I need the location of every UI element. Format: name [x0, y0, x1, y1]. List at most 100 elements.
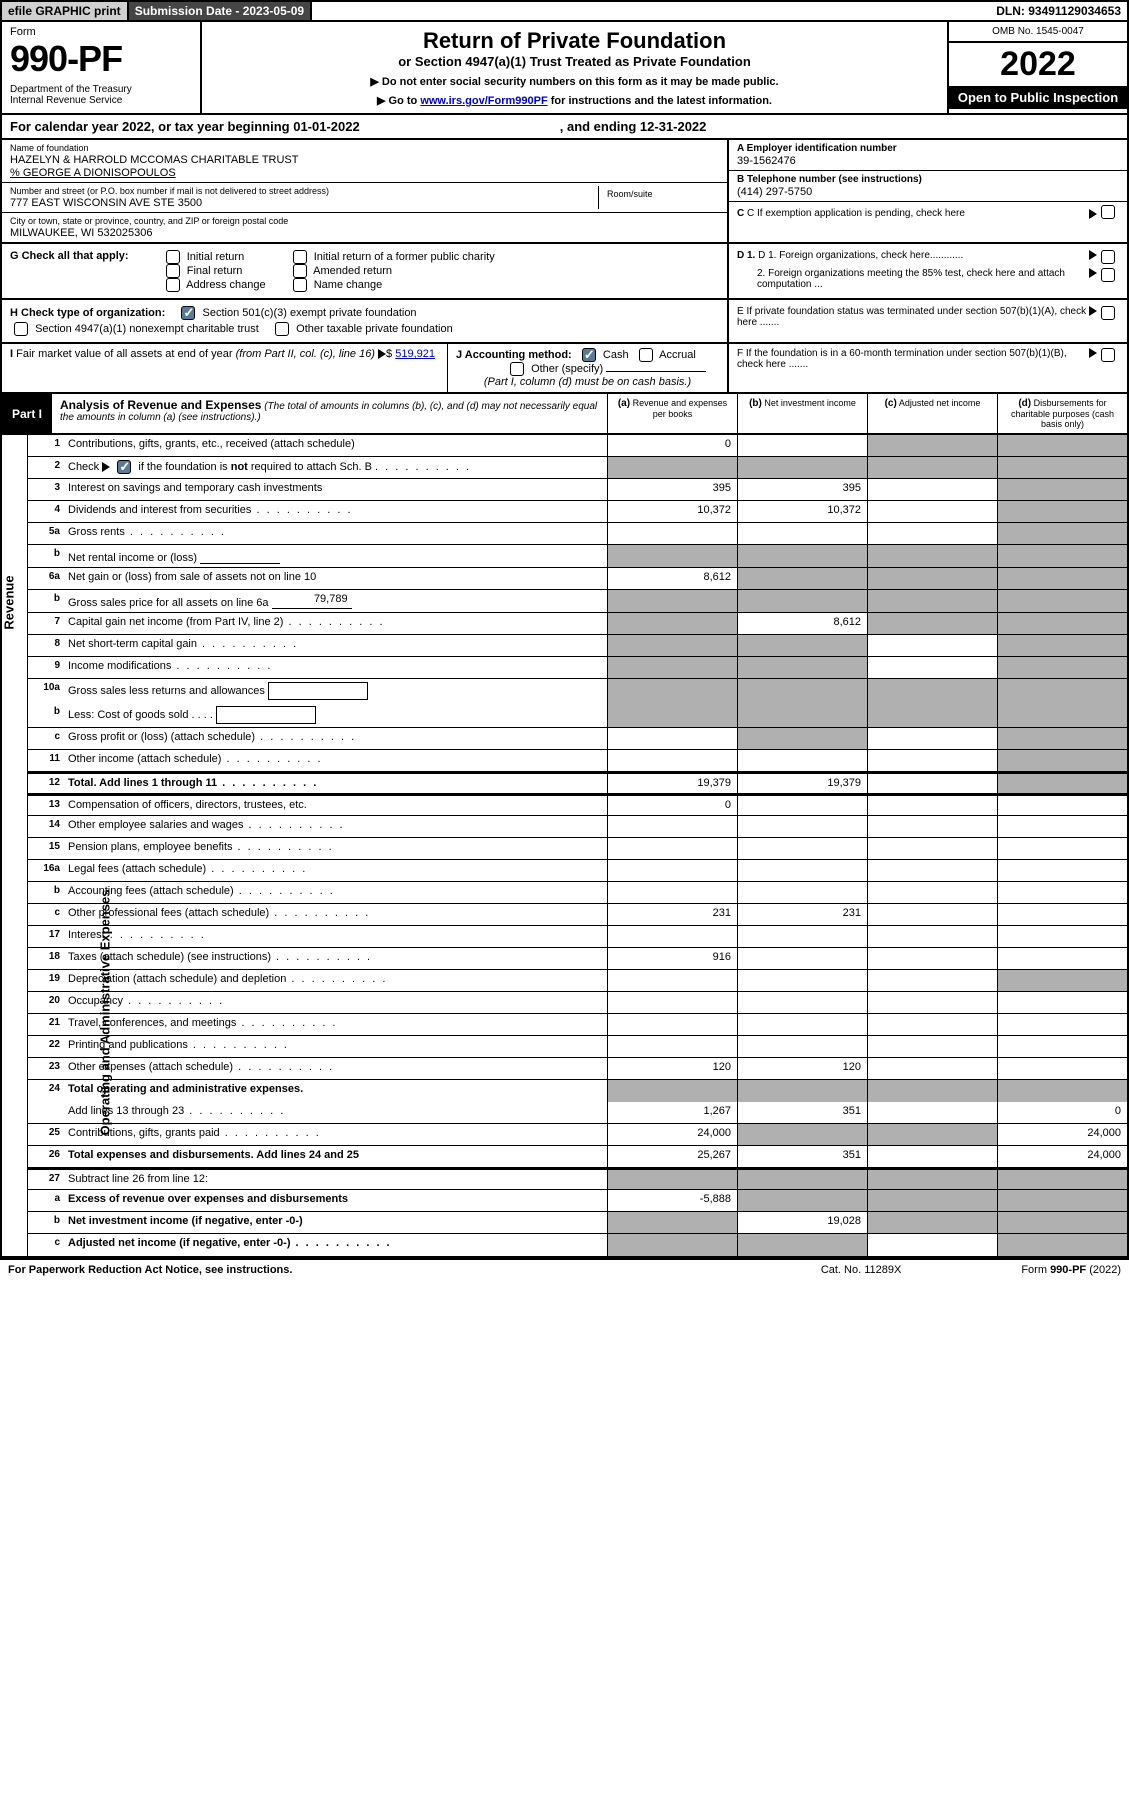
g-initial-return-checkbox[interactable] — [166, 250, 180, 264]
table-row: bNet rental income or (loss) — [28, 545, 1127, 568]
line-number: c — [28, 904, 64, 925]
ein-value: 39-1562476 — [737, 155, 1119, 167]
table-row: 7Capital gain net income (from Part IV, … — [28, 613, 1127, 635]
value-cell — [867, 590, 997, 612]
h-4947-checkbox[interactable] — [14, 322, 28, 336]
value-cell — [867, 479, 997, 500]
line-description: Travel, conferences, and meetings — [64, 1014, 607, 1035]
value-cell — [607, 657, 737, 678]
value-cell: 231 — [607, 904, 737, 925]
omb-number: OMB No. 1545-0047 — [949, 22, 1127, 43]
line-description: Interest on savings and temporary cash i… — [64, 479, 607, 500]
value-cell — [997, 1014, 1127, 1035]
d1-checkbox[interactable] — [1101, 250, 1115, 264]
line-number: b — [28, 703, 64, 727]
line-number: 11 — [28, 750, 64, 771]
value-cell: 916 — [607, 948, 737, 969]
value-cell — [997, 679, 1127, 703]
value-cell — [607, 635, 737, 656]
form-title: Return of Private Foundation — [222, 28, 927, 54]
j-note: (Part I, column (d) must be on cash basi… — [456, 376, 719, 388]
value-cell — [867, 657, 997, 678]
side-labels: Revenue Operating and Administrative Exp… — [2, 435, 28, 1256]
footer-left: For Paperwork Reduction Act Notice, see … — [8, 1264, 292, 1276]
table-row: 15Pension plans, employee benefits — [28, 838, 1127, 860]
table-row: cOther professional fees (attach schedul… — [28, 904, 1127, 926]
table-row: 20Occupancy — [28, 992, 1127, 1014]
value-cell — [737, 816, 867, 837]
table-row: 4Dividends and interest from securities1… — [28, 501, 1127, 523]
table-row: 5aGross rents — [28, 523, 1127, 545]
g-initial-public-checkbox[interactable] — [293, 250, 307, 264]
value-cell — [867, 501, 997, 522]
line-description: Contributions, gifts, grants paid — [64, 1124, 607, 1145]
value-cell — [867, 1014, 997, 1035]
table-row: 8Net short-term capital gain — [28, 635, 1127, 657]
line-number: c — [28, 1234, 64, 1256]
value-cell — [607, 728, 737, 749]
table-row: 17Interest — [28, 926, 1127, 948]
name-label: Name of foundation — [10, 143, 719, 153]
table-row: bGross sales price for all assets on lin… — [28, 590, 1127, 613]
line-number: 17 — [28, 926, 64, 947]
c-checkbox[interactable] — [1101, 205, 1115, 219]
f-checkbox[interactable] — [1101, 348, 1115, 362]
j-label: J Accounting method: — [456, 349, 572, 361]
j-accrual-checkbox[interactable] — [639, 348, 653, 362]
table-row: 24Total operating and administrative exp… — [28, 1080, 1127, 1102]
h-other-checkbox[interactable] — [275, 322, 289, 336]
line-number: 16a — [28, 860, 64, 881]
phone-label: B Telephone number (see instructions) — [737, 174, 1119, 185]
value-cell — [997, 613, 1127, 634]
value-cell: 8,612 — [737, 613, 867, 634]
e-checkbox[interactable] — [1101, 306, 1115, 320]
line-description: Depreciation (attach schedule) and deple… — [64, 970, 607, 991]
value-cell — [607, 545, 737, 567]
g-final-return-checkbox[interactable] — [166, 264, 180, 278]
value-cell — [867, 1036, 997, 1057]
open-inspection: Open to Public Inspection — [949, 86, 1127, 109]
fmv-value[interactable]: 519,921 — [395, 348, 435, 360]
city-label: City or town, state or province, country… — [10, 216, 719, 226]
table-row: 19Depreciation (attach schedule) and dep… — [28, 970, 1127, 992]
value-cell — [997, 838, 1127, 859]
line-description: Legal fees (attach schedule) — [64, 860, 607, 881]
value-cell — [737, 703, 867, 727]
g-address-change-checkbox[interactable] — [166, 278, 180, 292]
form-subtitle: or Section 4947(a)(1) Trust Treated as P… — [222, 54, 927, 69]
line-number: 9 — [28, 657, 64, 678]
line-description: Add lines 13 through 23 — [64, 1102, 607, 1123]
table-row: cAdjusted net income (if negative, enter… — [28, 1234, 1127, 1256]
table-row: 6aNet gain or (loss) from sale of assets… — [28, 568, 1127, 590]
line-number: 10a — [28, 679, 64, 703]
d2-checkbox[interactable] — [1101, 268, 1115, 282]
g-amended-checkbox[interactable] — [293, 264, 307, 278]
efile-print-button[interactable]: efile GRAPHIC print — [2, 2, 129, 20]
value-cell — [997, 882, 1127, 903]
value-cell: 1,267 — [607, 1102, 737, 1123]
table-row: cGross profit or (loss) (attach schedule… — [28, 728, 1127, 750]
line-description: Other employee salaries and wages — [64, 816, 607, 837]
value-cell — [867, 796, 997, 815]
table-row: 1Contributions, gifts, grants, etc., rec… — [28, 435, 1127, 457]
value-cell — [867, 457, 997, 478]
irs-link[interactable]: www.irs.gov/Form990PF — [420, 95, 547, 107]
info-grid: Name of foundation HAZELYN & HARROLD MCC… — [0, 140, 1129, 244]
g-name-change-checkbox[interactable] — [293, 278, 307, 292]
value-cell — [997, 568, 1127, 589]
value-cell — [867, 1124, 997, 1145]
j-cash-checkbox[interactable] — [582, 348, 596, 362]
value-cell: 25,267 — [607, 1146, 737, 1167]
table-row: bNet investment income (if negative, ent… — [28, 1212, 1127, 1234]
value-cell — [867, 838, 997, 859]
value-cell — [997, 926, 1127, 947]
h-501c3-checkbox[interactable] — [181, 306, 195, 320]
dln: DLN: 93491129034653 — [990, 2, 1127, 20]
value-cell — [997, 816, 1127, 837]
value-cell — [997, 545, 1127, 567]
line-number: 5a — [28, 523, 64, 544]
j-other-checkbox[interactable] — [510, 362, 524, 376]
table-row: 14Other employee salaries and wages — [28, 816, 1127, 838]
line-description: Accounting fees (attach schedule) — [64, 882, 607, 903]
value-cell — [867, 904, 997, 925]
